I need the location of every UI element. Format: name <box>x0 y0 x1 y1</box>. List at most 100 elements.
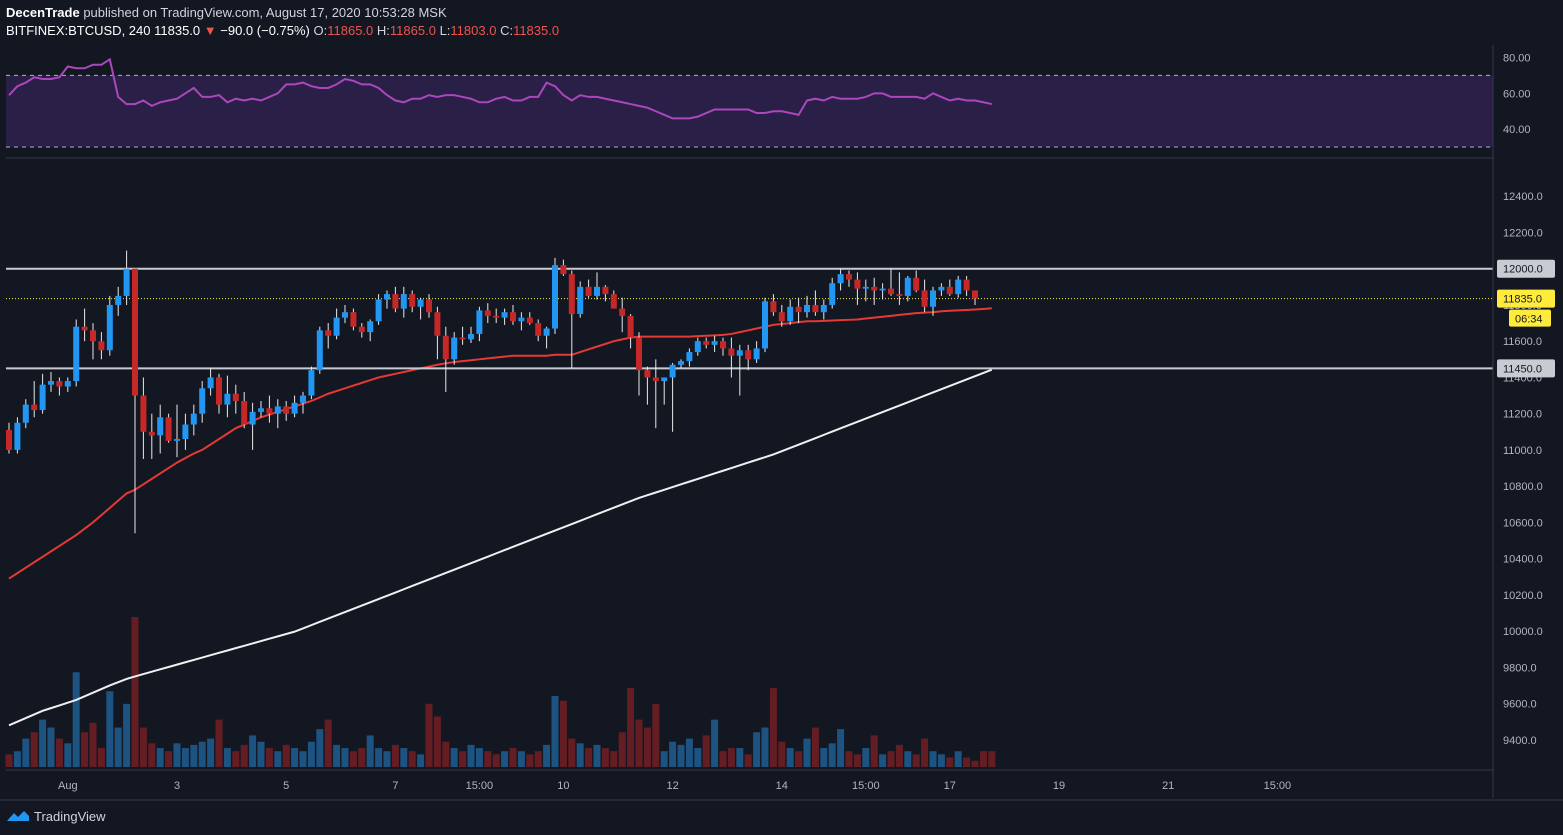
candle-body <box>577 286 584 315</box>
volume-bar <box>585 748 593 767</box>
high-label: H: <box>376 23 390 38</box>
candle-body <box>316 330 323 371</box>
volume-bar <box>954 751 962 767</box>
candle-body <box>846 274 852 280</box>
brand-name[interactable]: TradingView <box>34 808 106 824</box>
publish-info: published on TradingView.com, August 17,… <box>83 5 447 20</box>
level-label-box <box>1497 359 1555 378</box>
volume-bar <box>165 751 173 767</box>
volume-bar <box>64 743 72 767</box>
candle-body <box>266 408 273 414</box>
candle-body <box>123 268 130 296</box>
volume-bar <box>39 719 47 767</box>
volume-bar <box>417 754 425 767</box>
candle-body <box>921 290 928 307</box>
last-price-value: 11835.0 <box>154 23 201 38</box>
candle-body <box>812 304 819 313</box>
volume-bar <box>761 727 769 767</box>
volume-bar <box>22 738 30 767</box>
volume-bar <box>937 754 945 767</box>
volume-bar <box>97 748 105 767</box>
volume-bar <box>946 757 954 767</box>
candle-body <box>476 310 483 334</box>
volume-bar <box>853 754 861 767</box>
volume-bar <box>72 672 80 767</box>
level-label: 11450.0 <box>1503 363 1542 375</box>
time-tick-label: 19 <box>1053 780 1065 792</box>
candle-body <box>375 299 382 322</box>
volume-bar <box>349 751 357 767</box>
low-label: L: <box>439 23 451 38</box>
volume-bar <box>921 738 929 767</box>
ohlc-legend: BITFINEX:BTCUSD, 240 11835.0 ▼ −90.0 (−0… <box>6 22 559 40</box>
candle-body <box>451 337 458 360</box>
candle-body <box>81 326 88 331</box>
volume-bar <box>475 748 483 767</box>
candle-body <box>190 413 197 425</box>
time-tick-label: 5 <box>283 780 289 792</box>
volume-bar <box>501 751 509 767</box>
candle-body <box>594 286 600 296</box>
volume-bar <box>148 743 156 767</box>
rsi-line <box>8 57 993 120</box>
candle-body <box>543 328 550 336</box>
candle-body <box>661 377 668 382</box>
volume-bar <box>837 729 845 767</box>
volume-bar <box>635 719 643 767</box>
rsi-tick-label: 80.00 <box>1503 53 1531 65</box>
rsi-tick-label: 60.00 <box>1503 88 1531 100</box>
volume-bar <box>299 751 307 767</box>
rsi-tick-label: 40.00 <box>1503 124 1531 136</box>
candle-body <box>48 381 54 385</box>
candle-body <box>39 384 46 411</box>
volume-bar <box>702 735 710 767</box>
candle-body <box>703 341 710 345</box>
candle-body <box>510 312 516 322</box>
volume-bar <box>685 738 693 767</box>
candle-body <box>678 361 684 365</box>
symbol-interval[interactable]: BITFINEX:BTCUSD, 240 <box>6 23 151 38</box>
candle-body <box>291 402 298 414</box>
candle-body <box>787 306 794 322</box>
price-tick-label: 11600.0 <box>1503 336 1542 348</box>
level-label: 12000.0 <box>1503 264 1543 276</box>
candle-body <box>216 377 222 405</box>
candle-body <box>106 304 113 351</box>
volume-bar <box>207 738 215 767</box>
volume-bar <box>425 703 433 767</box>
time-tick-label: 10 <box>557 780 569 792</box>
candle-body <box>459 337 466 340</box>
volume-bar <box>526 754 534 767</box>
candle-body <box>686 352 693 362</box>
author-name[interactable]: DecenTrade <box>6 5 80 20</box>
candle-body <box>115 295 122 305</box>
volume-bar <box>450 748 458 767</box>
candle-body <box>753 348 760 360</box>
candle-body <box>224 393 231 405</box>
candle-body <box>526 317 533 324</box>
volume-bar <box>47 727 55 767</box>
volume-bar <box>870 735 878 767</box>
volume-bar <box>669 741 677 767</box>
volume-bar <box>551 695 559 767</box>
volume-bar <box>459 751 467 767</box>
candle-body <box>350 312 357 327</box>
volume-bar <box>106 691 114 767</box>
volume-bar <box>736 748 744 767</box>
volume-bar <box>895 744 903 767</box>
last-price-box <box>1497 289 1555 308</box>
candle-body <box>720 341 726 349</box>
candle-body <box>199 388 206 414</box>
candle-body <box>232 393 239 401</box>
candle-body <box>804 304 810 313</box>
candle-body <box>602 286 609 295</box>
candle-body <box>165 417 172 441</box>
volume-bar <box>81 732 89 767</box>
volume-bar <box>879 754 887 767</box>
price-tick-label: 11200.0 <box>1503 409 1542 421</box>
candle-body <box>300 395 306 403</box>
candle-body <box>946 286 953 295</box>
candle-body <box>904 277 911 296</box>
volume-bar <box>5 754 13 767</box>
